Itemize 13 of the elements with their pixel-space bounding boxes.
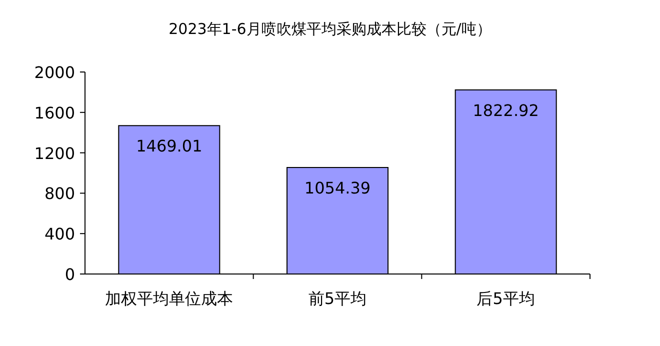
x-tick-label: 后5平均 [476, 289, 535, 308]
y-tick-label: 0 [64, 265, 75, 284]
chart-title: 2023年1-6月喷吹煤平均采购成本比较（元/吨） [168, 20, 492, 38]
y-tick-label: 1200 [34, 144, 75, 163]
data-label: 1822.92 [472, 100, 539, 120]
data-label: 1054.39 [304, 178, 371, 198]
data-label: 1469.01 [136, 136, 202, 156]
y-tick-label: 1600 [34, 103, 75, 122]
x-tick-label: 加权平均单位成本 [105, 289, 234, 308]
x-tick-label: 前5平均 [308, 289, 367, 308]
y-tick-label: 400 [44, 224, 75, 244]
y-tick-label: 800 [44, 184, 75, 204]
y-tick-label: 2000 [34, 63, 75, 82]
